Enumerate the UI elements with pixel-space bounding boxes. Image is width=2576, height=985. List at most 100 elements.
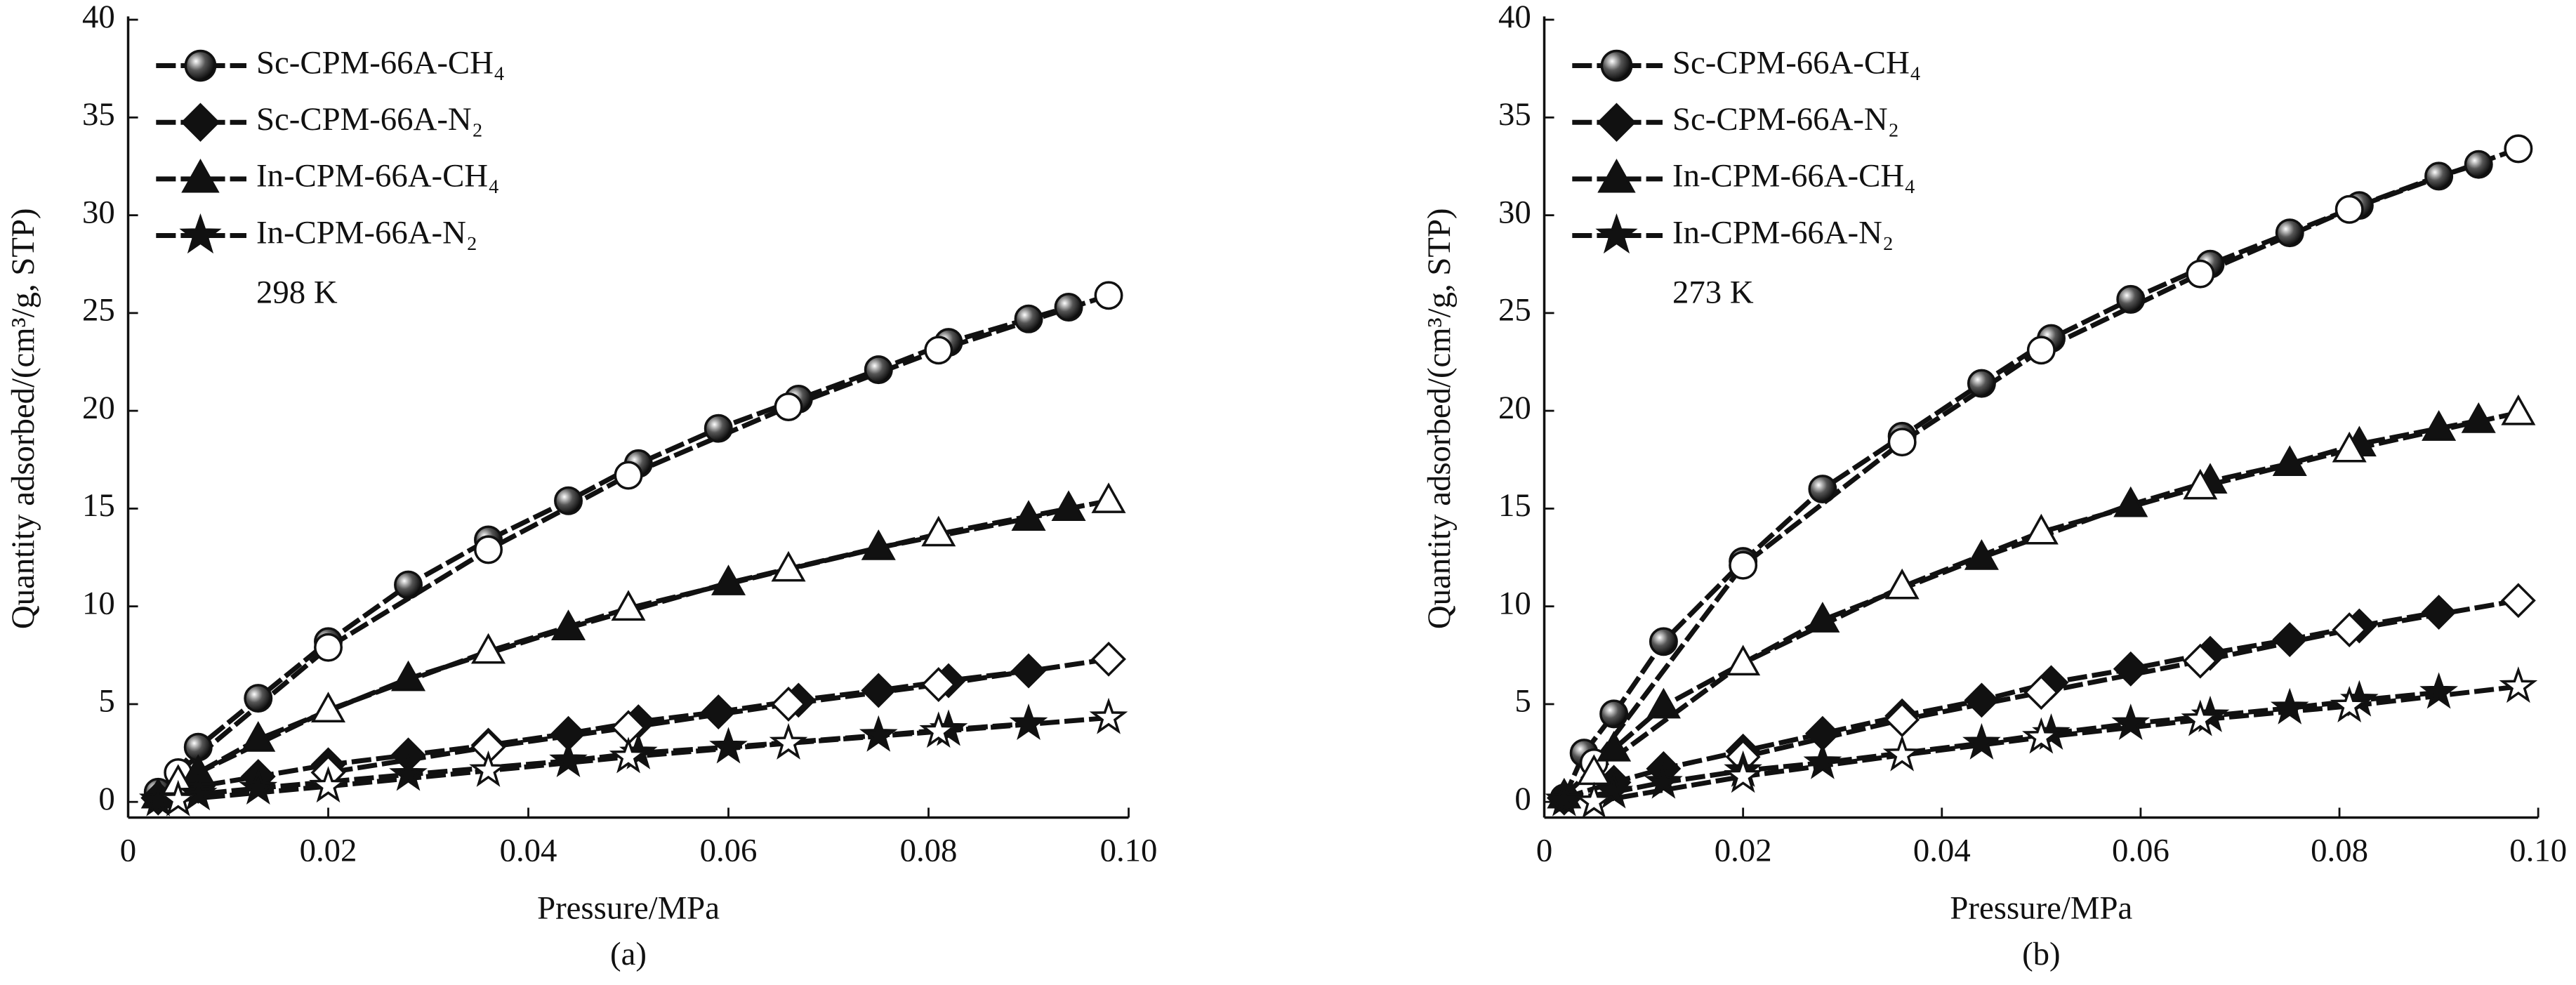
legend-marker bbox=[1597, 159, 1636, 193]
x-tick-label: 0.08 bbox=[900, 833, 958, 869]
desorption-point bbox=[2023, 513, 2059, 545]
x-tick-label: 0 bbox=[1536, 833, 1552, 869]
adsorption-point bbox=[244, 684, 273, 713]
desorption-point bbox=[920, 667, 956, 703]
desorption-point bbox=[1729, 550, 1758, 580]
x-tick-label: 0.06 bbox=[2112, 833, 2169, 869]
desorption-point bbox=[2186, 259, 2215, 289]
adsorption-point bbox=[1808, 475, 1837, 504]
adsorption-point bbox=[2461, 402, 2496, 433]
desorption-point bbox=[774, 392, 803, 422]
legend-label: In-CPM-66A-CH₄ bbox=[1672, 158, 1915, 194]
adsorption-line bbox=[156, 305, 1070, 794]
desorption-line bbox=[176, 293, 1110, 775]
adsorption-point bbox=[2275, 218, 2304, 248]
y-tick-label: 30 bbox=[1498, 194, 1531, 230]
adsorption-point bbox=[178, 774, 218, 811]
adsorption-point bbox=[1011, 653, 1046, 689]
y-tick-label: 40 bbox=[1498, 0, 1531, 35]
desorption-point bbox=[2181, 699, 2220, 736]
adsorption-point bbox=[1009, 703, 1048, 741]
adsorption-point bbox=[389, 754, 428, 791]
desorption-point bbox=[314, 633, 343, 662]
adsorption-point bbox=[1594, 772, 1633, 809]
x-tick-label: 0 bbox=[120, 833, 136, 869]
desorption-point bbox=[159, 779, 198, 817]
desorption-point bbox=[771, 687, 806, 722]
desorption-point bbox=[2334, 194, 2364, 224]
desorption-point bbox=[769, 722, 808, 760]
adsorption-point bbox=[2424, 161, 2454, 191]
desorption-point bbox=[1884, 568, 1920, 600]
adsorption-point bbox=[2421, 595, 2457, 630]
adsorption-point bbox=[1051, 490, 1086, 522]
adsorption-point bbox=[701, 694, 737, 730]
y-tick-label: 0 bbox=[1514, 781, 1531, 817]
adsorption-point bbox=[1644, 762, 1683, 799]
y-tick-label: 35 bbox=[1498, 96, 1531, 133]
legend-marker bbox=[179, 213, 222, 254]
desorption-point bbox=[1887, 428, 1917, 457]
adsorption-point bbox=[549, 740, 588, 777]
desorption-point bbox=[1091, 641, 1126, 677]
desorption-point bbox=[2026, 336, 2056, 365]
annotation: 273 K bbox=[1672, 275, 1754, 311]
adsorption-point bbox=[2464, 150, 2493, 179]
adsorption-point bbox=[390, 660, 426, 692]
adsorption-point bbox=[1014, 304, 1043, 333]
adsorption-point bbox=[864, 355, 893, 385]
desorption-line bbox=[1592, 410, 2519, 775]
x-tick-label: 0.02 bbox=[1715, 833, 1772, 869]
desorption-point bbox=[2022, 717, 2061, 754]
y-axis-label: Quantity adsorbed/(cm³/g, STP) bbox=[1421, 208, 1458, 629]
adsorption-point bbox=[1597, 730, 1632, 762]
adsorption-point bbox=[711, 564, 746, 595]
adsorption-point bbox=[1962, 722, 2001, 760]
y-tick-label: 25 bbox=[1498, 292, 1531, 329]
desorption-point bbox=[2499, 666, 2538, 703]
desorption-point bbox=[1091, 482, 1126, 513]
desorption-point bbox=[1724, 756, 1762, 793]
desorption-line bbox=[1742, 597, 2519, 760]
desorption-point bbox=[919, 711, 958, 748]
desorption-point bbox=[614, 461, 643, 490]
adsorption-point bbox=[1964, 539, 1999, 570]
adsorption-point bbox=[2116, 284, 2146, 314]
legend-marker bbox=[1600, 49, 1633, 82]
y-tick-label: 5 bbox=[98, 683, 114, 720]
legend-label: Sc-CPM-66A-CH₄ bbox=[1672, 44, 1921, 81]
desorption-point bbox=[2330, 685, 2369, 722]
desorption-point bbox=[469, 750, 508, 787]
desorption-point bbox=[921, 515, 956, 547]
y-tick-label: 15 bbox=[82, 487, 115, 524]
legend-label: In-CPM-66A-N₂ bbox=[256, 214, 477, 251]
adsorption-point bbox=[1964, 682, 2000, 718]
y-tick-label: 10 bbox=[82, 585, 115, 621]
adsorption-point bbox=[2272, 445, 2307, 476]
adsorption-point bbox=[709, 727, 748, 764]
y-tick-label: 40 bbox=[82, 0, 115, 35]
legend-label: In-CPM-66A-N₂ bbox=[1672, 214, 1894, 251]
desorption-point bbox=[2183, 468, 2218, 500]
legend-label: Sc-CPM-66A-CH₄ bbox=[256, 44, 505, 81]
annotation: 298 K bbox=[256, 275, 338, 311]
adsorption-point bbox=[1054, 293, 1083, 322]
adsorption-point bbox=[2422, 410, 2457, 441]
desorption-point bbox=[1726, 644, 1761, 676]
x-axis-label: Pressure/MPa bbox=[537, 890, 720, 927]
adsorption-point bbox=[861, 673, 897, 708]
desorption-point bbox=[2332, 431, 2367, 463]
adsorption-point bbox=[2419, 672, 2458, 709]
y-tick-label: 30 bbox=[82, 194, 115, 230]
desorption-point bbox=[924, 336, 953, 365]
adsorption-point bbox=[1545, 779, 1584, 817]
desorption-point bbox=[2501, 394, 2536, 425]
desorption-point bbox=[611, 590, 646, 621]
legend-label: Sc-CPM-66A-N₂ bbox=[1672, 101, 1899, 138]
desorption-point bbox=[609, 736, 648, 774]
adsorption-point bbox=[2113, 651, 2148, 687]
legend-label: In-CPM-66A-CH₄ bbox=[256, 158, 499, 194]
y-tick-label: 25 bbox=[82, 292, 115, 329]
desorption-point bbox=[2500, 583, 2536, 619]
legend-marker bbox=[1595, 213, 1638, 254]
